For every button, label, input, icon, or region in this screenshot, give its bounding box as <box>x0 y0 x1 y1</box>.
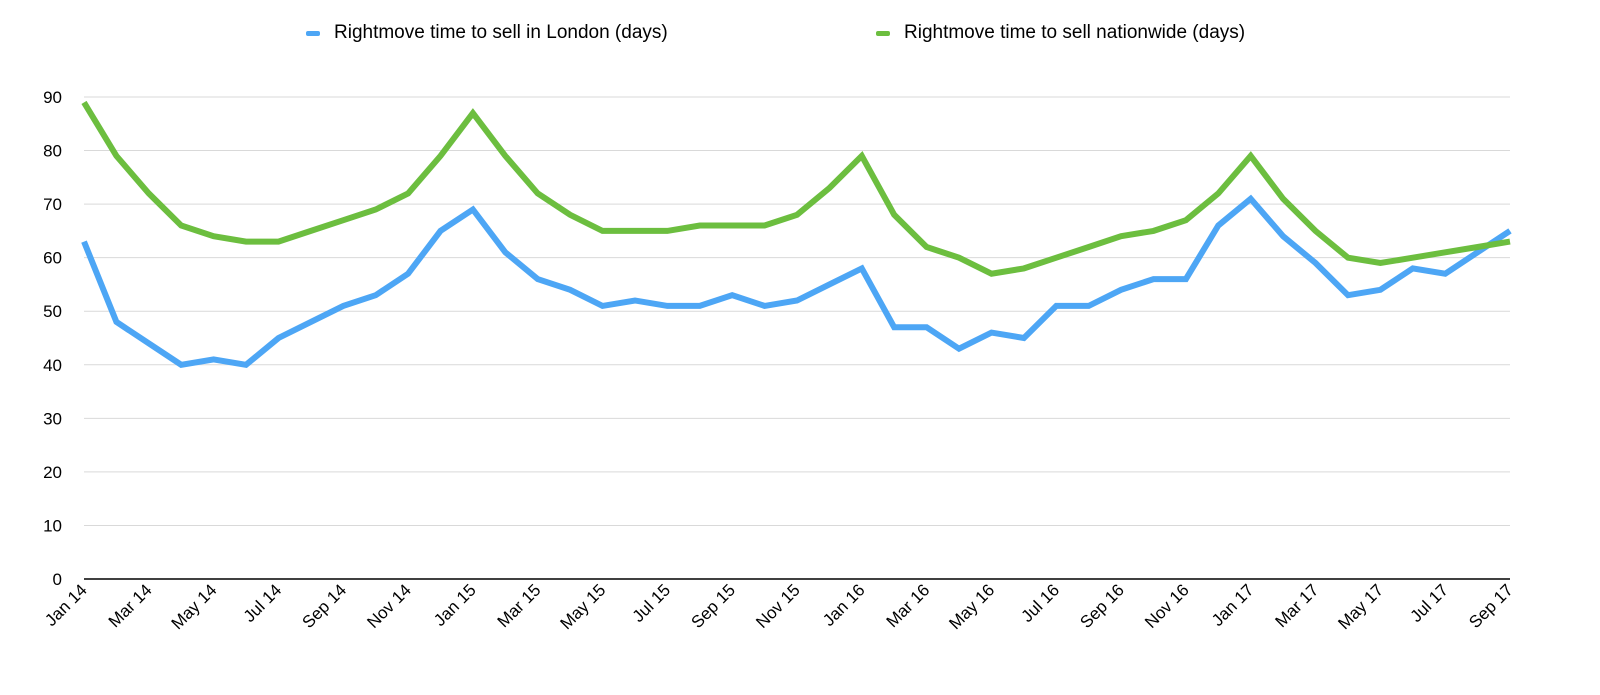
x-tick-label: Jul 16 <box>1018 580 1064 626</box>
x-tick-label: Mar 14 <box>105 580 156 631</box>
x-tick-label: Mar 17 <box>1272 580 1323 631</box>
x-tick-label: Nov 14 <box>363 580 415 632</box>
legend-item-london: Rightmove time to sell in London (days) <box>306 22 668 44</box>
x-tick-label: Jul 17 <box>1406 580 1452 626</box>
x-tick-label: Sep 17 <box>1465 580 1517 632</box>
x-tick-label: May 14 <box>168 580 221 633</box>
y-tick-label: 0 <box>53 570 62 589</box>
x-tick-label: May 17 <box>1334 580 1387 633</box>
y-tick-label: 80 <box>43 142 62 161</box>
x-tick-label: Sep 15 <box>687 580 739 632</box>
y-tick-label: 90 <box>43 88 62 107</box>
y-tick-label: 50 <box>43 302 62 321</box>
x-tick-label: Sep 16 <box>1076 580 1128 632</box>
chart-legend: Rightmove time to sell in London (days) … <box>0 22 1600 48</box>
legend-label-london: Rightmove time to sell in London (days) <box>334 22 668 43</box>
x-axis-ticks: Jan 14 Mar 14 May 14 Jul 14 Sep 14 Nov 14 Jan … <box>41 580 1517 633</box>
y-tick-label: 20 <box>43 463 62 482</box>
x-tick-label: Jan 16 <box>819 580 869 630</box>
legend-label-nationwide: Rightmove time to sell nationwide (days) <box>904 22 1246 43</box>
x-tick-label: Jul 15 <box>629 580 675 626</box>
x-tick-label: Nov 16 <box>1141 580 1193 632</box>
legend-swatch-london <box>306 30 320 36</box>
legend-item-nationwide: Rightmove time to sell nationwide (days) <box>876 22 1245 44</box>
y-tick-label: 30 <box>43 409 62 428</box>
y-tick-label: 10 <box>43 516 62 535</box>
series-line <box>81 100 1511 277</box>
x-tick-label: Jan 14 <box>41 580 91 630</box>
y-axis-ticks: 0 10 20 30 40 50 60 70 80 90 <box>43 88 62 589</box>
series-line <box>81 194 1512 368</box>
legend-swatch-nationwide <box>876 30 890 36</box>
series-lines <box>81 100 1512 368</box>
gridlines <box>84 96 1510 526</box>
x-tick-label: Mar 16 <box>883 580 934 631</box>
y-tick-label: 70 <box>43 195 62 214</box>
x-tick-label: Nov 15 <box>752 580 804 632</box>
x-tick-label: Mar 15 <box>494 580 545 631</box>
x-tick-label: May 15 <box>557 580 610 633</box>
x-tick-label: Jan 15 <box>430 580 480 630</box>
y-tick-label: 40 <box>43 356 62 375</box>
x-tick-label: Jan 17 <box>1208 580 1258 630</box>
y-tick-label: 60 <box>43 249 62 268</box>
x-tick-label: May 16 <box>945 580 998 633</box>
x-tick-label: Sep 14 <box>299 580 351 632</box>
x-tick-label: Jul 14 <box>240 580 286 626</box>
